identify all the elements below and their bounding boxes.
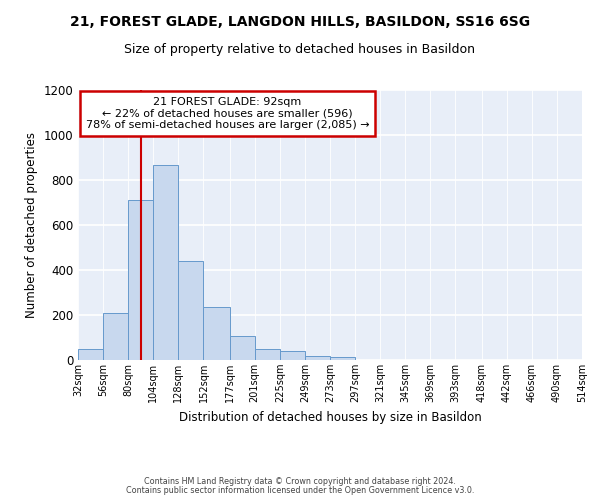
Bar	[153, 166, 178, 360]
Bar	[128, 200, 153, 360]
Bar	[255, 349, 280, 360]
Bar	[103, 313, 128, 360]
Text: Contains HM Land Registry data © Crown copyright and database right 2024.: Contains HM Land Registry data © Crown c…	[144, 477, 456, 486]
Text: Contains public sector information licensed under the Open Government Licence v3: Contains public sector information licen…	[126, 486, 474, 495]
X-axis label: Distribution of detached houses by size in Basildon: Distribution of detached houses by size …	[179, 410, 481, 424]
Bar	[203, 307, 230, 360]
Text: Size of property relative to detached houses in Basildon: Size of property relative to detached ho…	[125, 42, 476, 56]
Bar	[305, 356, 330, 360]
Y-axis label: Number of detached properties: Number of detached properties	[25, 132, 38, 318]
Bar	[330, 358, 355, 360]
Bar	[178, 261, 203, 360]
Bar	[78, 349, 103, 360]
Text: 21, FOREST GLADE, LANGDON HILLS, BASILDON, SS16 6SG: 21, FOREST GLADE, LANGDON HILLS, BASILDO…	[70, 15, 530, 29]
Text: 21 FOREST GLADE: 92sqm
← 22% of detached houses are smaller (596)
78% of semi-de: 21 FOREST GLADE: 92sqm ← 22% of detached…	[86, 97, 370, 130]
Bar	[230, 336, 255, 360]
Bar	[280, 350, 305, 360]
